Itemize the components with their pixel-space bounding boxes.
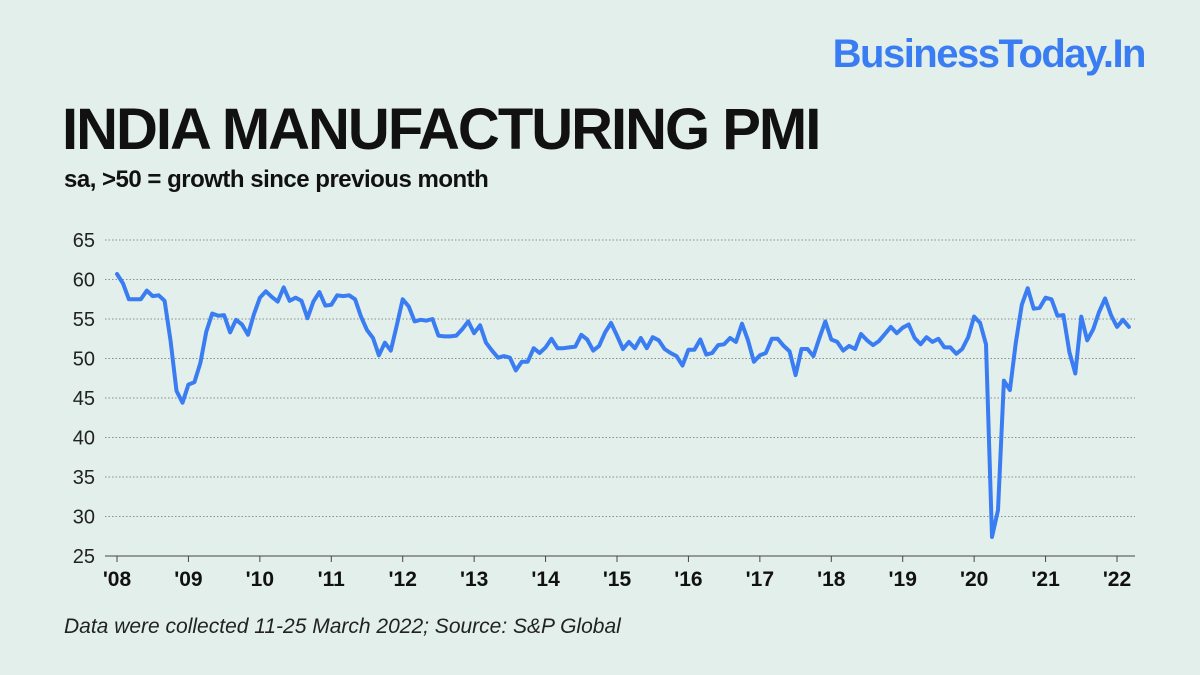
x-tick-label: '13 [460,568,488,591]
chart-title: INDIA MANUFACTURING PMI [62,97,821,162]
x-tick-label: '10 [246,568,274,591]
y-tick-label: 25 [73,546,95,568]
x-tick-label: '09 [174,568,202,591]
brand-logo: BusinessToday.In [832,32,1147,76]
pmi-series-line [115,272,1131,539]
x-tick-label: '19 [889,568,917,591]
y-tick-label: 60 [73,270,95,292]
x-tick-label: '17 [746,568,774,591]
y-tick-label: 30 [73,507,95,529]
y-tick-label: 65 [73,230,95,252]
y-tick-label: 40 [73,428,95,450]
x-tick-label: '14 [531,568,560,591]
y-tick-label: 45 [73,388,95,410]
source-note: Data were collected 11-25 March 2022; So… [64,615,621,638]
x-tick-label: '08 [103,568,132,591]
x-tick-label: '16 [674,568,702,591]
x-tick-label: '22 [1103,568,1131,591]
x-tick-label: '21 [1031,568,1060,591]
chart-subtitle: sa, >50 = growth since previous month [64,166,489,193]
y-tick-label: 55 [73,309,95,331]
x-tick-label: '15 [603,568,632,591]
x-tick-label: '20 [960,568,988,591]
y-tick-label: 50 [73,349,95,371]
y-tick-label: 35 [73,467,95,489]
x-tick-label: '11 [318,568,346,591]
x-tick-label: '12 [389,568,417,591]
x-tick-label: '18 [817,568,846,591]
